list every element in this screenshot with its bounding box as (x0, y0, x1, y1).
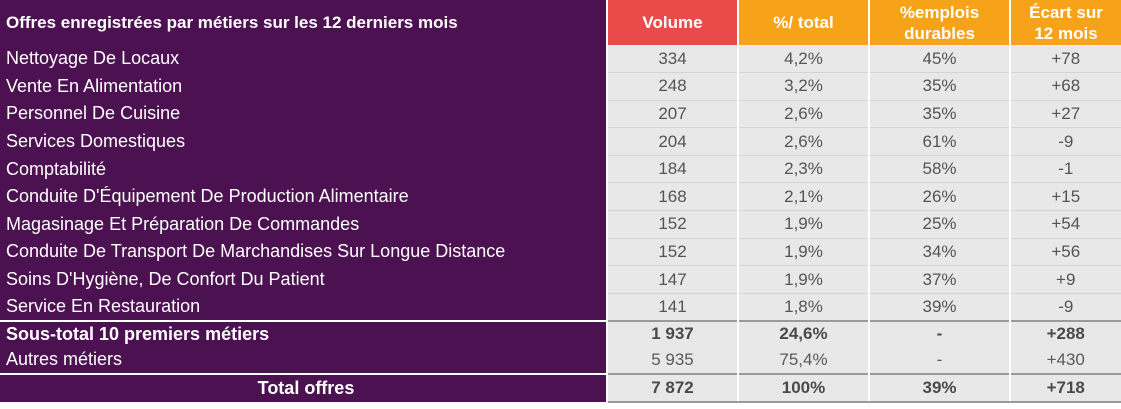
subtotal-durables: - (869, 319, 1011, 347)
autres-durables: - (869, 346, 1011, 374)
ecart-cell: -9 (1010, 127, 1121, 156)
table-row: Magasinage Et Préparation De Commandes 1… (0, 210, 1121, 239)
subtotal-label: Sous-total 10 premiers métiers (0, 319, 608, 347)
bottom-spacer (0, 401, 1121, 409)
subtotal-volume: 1 937 (607, 319, 739, 347)
volume-cell: 152 (607, 210, 739, 239)
bottom-spacer-row (0, 401, 1121, 409)
col-header-durables-line2: durables (904, 23, 975, 43)
volume-cell: 334 (607, 45, 739, 74)
metier-cell: Vente En Alimentation (0, 72, 608, 101)
pct-total-cell: 3,2% (738, 72, 870, 101)
durables-cell: 25% (869, 210, 1011, 239)
ecart-cell: +56 (1010, 238, 1121, 267)
table-row: Conduite De Transport De Marchandises Su… (0, 238, 1121, 267)
pct-total-cell: 2,6% (738, 127, 870, 156)
col-header-ecart-line1: Écart sur (1029, 2, 1103, 22)
metier-cell: Service En Restauration (0, 293, 608, 322)
subtotal-pct-total: 24,6% (738, 319, 870, 347)
ecart-cell: +78 (1010, 45, 1121, 74)
table-header-row: Offres enregistrées par métiers sur les … (0, 0, 1121, 45)
table-row: Comptabilité 184 2,3% 58% -1 (0, 155, 1121, 184)
autres-label: Autres métiers (0, 346, 608, 374)
table-row: Personnel De Cuisine 207 2,6% 35% +27 (0, 100, 1121, 129)
total-pct-total: 100% (738, 372, 870, 403)
total-volume: 7 872 (607, 372, 739, 403)
volume-cell: 184 (607, 155, 739, 184)
ecart-cell: +15 (1010, 182, 1121, 212)
durables-cell: 37% (869, 265, 1011, 294)
volume-cell: 248 (607, 72, 739, 101)
durables-cell: 58% (869, 155, 1011, 184)
col-header-durables-line1: %emplois (899, 2, 980, 22)
subtotal-ecart: +288 (1010, 319, 1121, 347)
col-header-durables: %emplois durables (869, 0, 1011, 45)
autres-pct-total: 75,4% (738, 346, 870, 374)
metier-cell: Services Domestiques (0, 127, 608, 156)
autres-ecart: +430 (1010, 346, 1121, 374)
volume-cell: 152 (607, 238, 739, 267)
subtotal-row: Sous-total 10 premiers métiers 1 937 24,… (0, 319, 1121, 347)
metier-cell: Soins D'Hygiène, De Confort Du Patient (0, 265, 608, 294)
volume-cell: 168 (607, 182, 739, 212)
metier-cell: Conduite De Transport De Marchandises Su… (0, 238, 608, 267)
total-row: Total offres 7 872 100% 39% +718 (0, 372, 1121, 403)
table-row: Services Domestiques 204 2,6% 61% -9 (0, 127, 1121, 156)
autres-volume: 5 935 (607, 346, 739, 374)
pct-total-cell: 1,8% (738, 293, 870, 322)
table-row: Soins D'Hygiène, De Confort Du Patient 1… (0, 265, 1121, 294)
volume-cell: 207 (607, 100, 739, 129)
pct-total-cell: 2,3% (738, 155, 870, 184)
ecart-cell: +68 (1010, 72, 1121, 101)
total-durables: 39% (869, 372, 1011, 403)
ecart-cell: +27 (1010, 100, 1121, 129)
total-ecart: +718 (1010, 372, 1121, 403)
volume-cell: 147 (607, 265, 739, 294)
durables-cell: 35% (869, 100, 1011, 129)
ecart-cell: -9 (1010, 293, 1121, 322)
durables-cell: 26% (869, 182, 1011, 212)
total-label: Total offres (0, 372, 608, 402)
table-row: Nettoyage De Locaux 334 4,2% 45% +78 (0, 45, 1121, 74)
pct-total-cell: 1,9% (738, 210, 870, 239)
metier-cell: Nettoyage De Locaux (0, 45, 608, 74)
ecart-cell: +9 (1010, 265, 1121, 294)
ecart-cell: +54 (1010, 210, 1121, 239)
col-header-ecart-line2: 12 mois (1034, 23, 1098, 43)
metier-cell: Personnel De Cuisine (0, 100, 608, 129)
durables-cell: 39% (869, 293, 1011, 322)
durables-cell: 45% (869, 45, 1011, 74)
metier-cell: Conduite D'Équipement De Production Alim… (0, 182, 608, 212)
autres-row: Autres métiers 5 935 75,4% - +430 (0, 346, 1121, 374)
pct-total-cell: 1,9% (738, 265, 870, 294)
pct-total-cell: 4,2% (738, 45, 870, 74)
durables-cell: 35% (869, 72, 1011, 101)
metier-cell: Comptabilité (0, 155, 608, 184)
table-row: Vente En Alimentation 248 3,2% 35% +68 (0, 72, 1121, 101)
volume-cell: 204 (607, 127, 739, 156)
col-header-volume: Volume (607, 0, 739, 45)
col-header-pct-total: %/ total (738, 0, 870, 45)
table-row: Conduite D'Équipement De Production Alim… (0, 182, 1121, 212)
metier-cell: Magasinage Et Préparation De Commandes (0, 210, 608, 239)
pct-total-cell: 1,9% (738, 238, 870, 267)
col-header-ecart: Écart sur 12 mois (1010, 0, 1121, 45)
durables-cell: 34% (869, 238, 1011, 267)
durables-cell: 61% (869, 127, 1011, 156)
table-title: Offres enregistrées par métiers sur les … (0, 0, 608, 45)
volume-cell: 141 (607, 293, 739, 322)
pct-total-cell: 2,6% (738, 100, 870, 129)
ecart-cell: -1 (1010, 155, 1121, 184)
table-row: Service En Restauration 141 1,8% 39% -9 (0, 293, 1121, 322)
pct-total-cell: 2,1% (738, 182, 870, 212)
